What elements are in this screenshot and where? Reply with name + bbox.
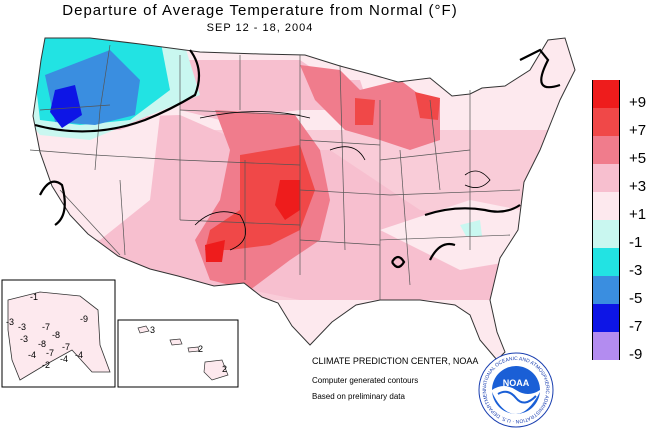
alaska-label-4: -3 (20, 334, 28, 344)
hawaii-label-2: 2 (198, 344, 203, 354)
alaska-label-13: -1 (30, 292, 38, 302)
legend-row: -3 (592, 248, 656, 279)
map-title: Departure of Average Temperature from No… (62, 2, 458, 19)
alaska-label-2: -7 (42, 322, 50, 332)
alaska-label-11: -4 (60, 354, 68, 364)
hawaii-inset: 3 2 2 (117, 319, 239, 388)
alaska-label-12: -3 (6, 317, 14, 327)
alaska-label-1: -3 (18, 322, 26, 332)
legend-label: +1 (629, 206, 647, 223)
credit-data-note: Based on preliminary data (312, 392, 405, 401)
legend-row: +9 (592, 80, 656, 111)
alaska-label-9: -7 (62, 342, 70, 352)
legend-label: +7 (629, 122, 647, 139)
legend-swatch (592, 80, 620, 108)
legend-label: -7 (629, 318, 643, 335)
hawaii-label-1: 3 (150, 325, 155, 335)
legend-row: +1 (592, 192, 656, 223)
legend-swatch (592, 192, 620, 220)
legend: +9 +7 +5 +3 +1 -1 -3 -5 -7 -9 (592, 80, 656, 363)
legend-label: +9 (629, 94, 647, 111)
legend-swatch (592, 220, 620, 248)
thin-contours (194, 111, 491, 251)
alaska-label-3: -9 (80, 314, 88, 324)
legend-row: +7 (592, 108, 656, 139)
alaska-label-8: -7 (46, 348, 54, 358)
legend-swatch (592, 164, 620, 192)
legend-row: +3 (592, 164, 656, 195)
legend-row: -5 (592, 276, 656, 307)
conus-color-field (33, 38, 575, 360)
noaa-logo-text: NOAA (503, 378, 530, 388)
alaska-label-14: -2 (42, 360, 50, 370)
legend-row: +5 (592, 136, 656, 167)
legend-label: +5 (629, 150, 647, 167)
alaska-label-5: -8 (38, 339, 46, 349)
legend-swatch (592, 276, 620, 304)
alaska-label-10: -4 (75, 350, 83, 360)
map-subtitle: SEP 12 - 18, 2004 (206, 22, 314, 34)
legend-row: -1 (592, 220, 656, 251)
alaska-label-6: -8 (52, 330, 60, 340)
legend-row: -9 (592, 332, 656, 363)
contour-lines (34, 48, 561, 269)
legend-label: -9 (629, 346, 643, 363)
noaa-logo: NATIONAL OCEANIC AND ATMOSPHERIC ADMINIS… (478, 352, 554, 428)
conus-boundaries (29, 37, 576, 361)
alaska-label-7: -4 (28, 350, 36, 360)
legend-label: -1 (629, 234, 643, 251)
legend-swatch (592, 248, 620, 276)
hawaii-label-3: 2 (222, 364, 227, 374)
credit-org: CLIMATE PREDICTION CENTER, NOAA (312, 356, 479, 366)
credit-method: Computer generated contours (312, 376, 419, 385)
legend-swatch (592, 332, 620, 360)
legend-swatch (592, 136, 620, 164)
legend-row: -7 (592, 304, 656, 335)
legend-label: -5 (629, 290, 643, 307)
legend-swatch (592, 304, 620, 332)
alaska-inset: -3 -7 -9 -3 -8 -8 -4 -7 -7 -4 -4 -3 -1 -… (1, 279, 116, 388)
legend-swatch (592, 108, 620, 136)
legend-label: +3 (629, 178, 647, 195)
legend-label: -3 (629, 262, 643, 279)
